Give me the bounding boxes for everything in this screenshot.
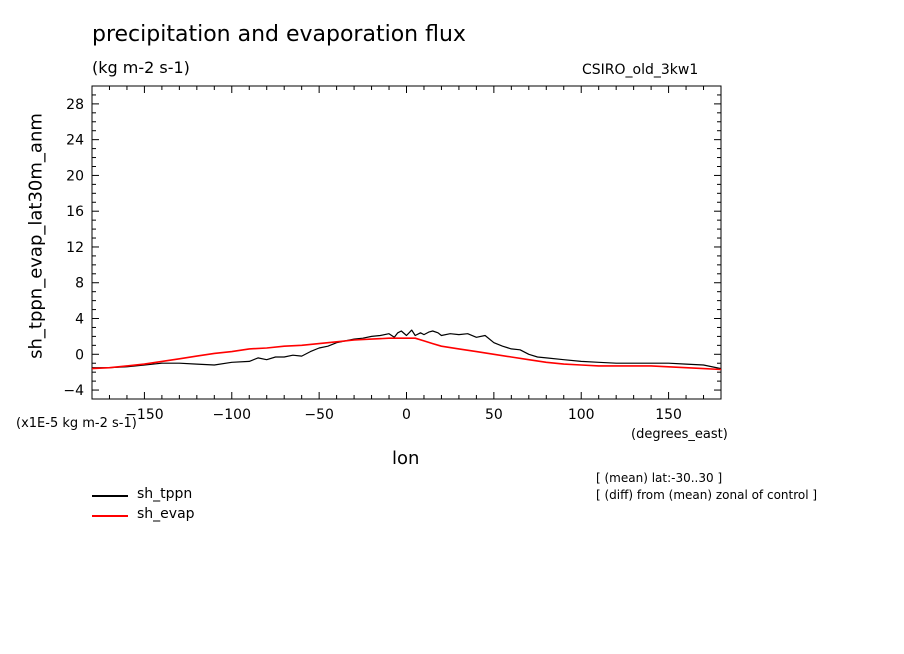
x-tick-label: −150 [125,407,163,423]
scale-note: (x1E-5 kg m-2 s-1) [16,416,137,431]
plot-frame [91,85,722,400]
x-tick-label: −100 [213,407,251,423]
legend: sh_tppn sh_evap [92,486,252,526]
x-axis-label: lon [392,448,420,469]
y-tick-label: 4 [75,312,84,328]
x-tick-label: 50 [485,407,503,423]
y-tick-label: 28 [66,97,84,113]
note-lat-range: [ (mean) lat:-30..30 ] [596,471,723,485]
y-tick-label: 20 [66,168,84,184]
y-tick-label: 24 [66,133,84,149]
legend-label-sh-tppn: sh_tppn [137,486,193,502]
note-diff: [ (diff) from (mean) zonal of control ] [596,488,818,502]
y-tick-label: 12 [66,240,84,256]
x-tick-label: 100 [568,407,595,423]
x-tick-label: −50 [304,407,334,423]
legend-swatch-sh-evap [92,515,128,517]
chart-title: precipitation and evaporation flux [92,22,466,47]
y-tick-label: 0 [75,347,84,363]
legend-item-sh-tppn: sh_tppn [92,486,252,506]
y-tick-label: 8 [75,276,84,292]
x-tick-label: 0 [402,407,411,423]
x-axis-units: (degrees_east) [631,427,728,442]
y-tick-label: 16 [66,204,84,220]
legend-label-sh-evap: sh_evap [137,506,195,522]
model-name: CSIRO_old_3kw1 [582,62,699,78]
series-line-sh-tppn [92,329,722,370]
chart-subtitle: (kg m-2 s-1) [92,58,190,77]
legend-swatch-sh-tppn [92,495,128,497]
legend-item-sh-evap: sh_evap [92,506,252,526]
x-tick-label: 150 [655,407,682,423]
series-line-sh-evap [91,337,722,371]
y-tick-label: −4 [63,383,84,399]
